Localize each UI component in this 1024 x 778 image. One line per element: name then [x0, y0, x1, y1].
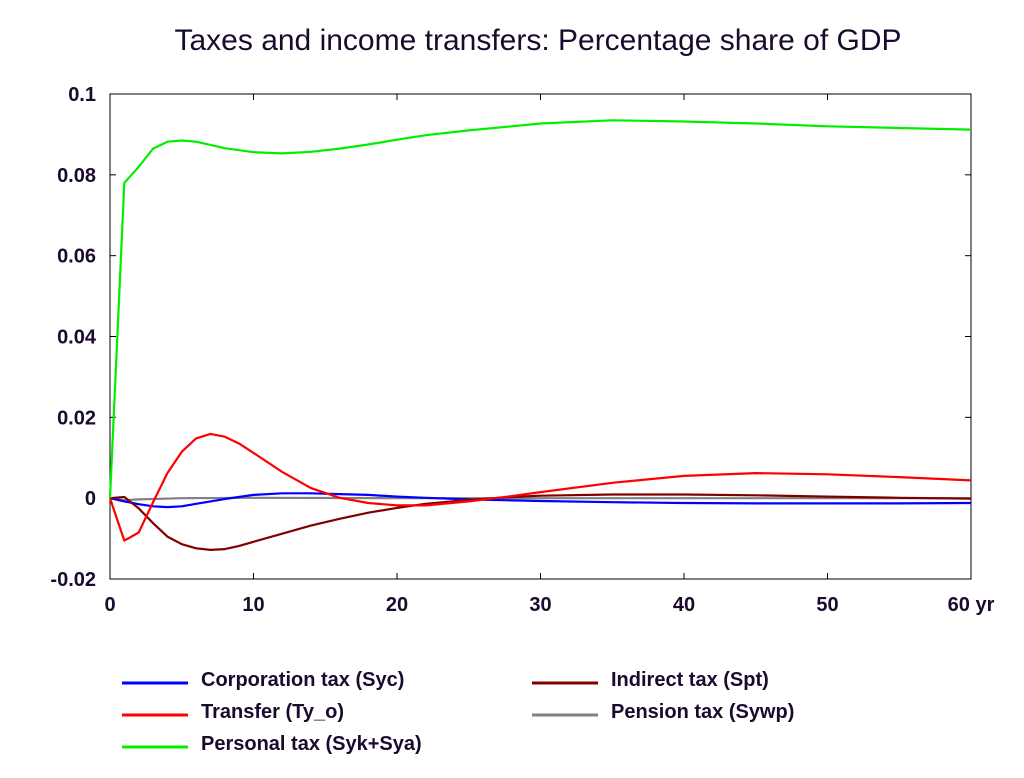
- series-line-1: [109, 493, 972, 552]
- y-tick-label: -0.02: [50, 569, 96, 591]
- y-tick-label: 0.02: [57, 407, 96, 429]
- plot-frame: [109, 93, 972, 580]
- legend-label: Corporation tax (Syc): [201, 669, 404, 691]
- legend: Corporation tax (Syc) Indirect tax (Spt) T…: [122, 669, 794, 755]
- x-axis: 0 10 20 30 40 50 60 yr: [104, 94, 995, 616]
- y-tick-label: 0.06: [57, 246, 96, 268]
- x-tick-label: 10: [242, 594, 264, 616]
- y-tick-label: 0.1: [68, 84, 96, 106]
- series-lines: [108, 119, 972, 552]
- y-tick-label: 0: [85, 488, 96, 510]
- x-tick-label: 30: [529, 594, 551, 616]
- series-line-4: [108, 119, 972, 499]
- legend-label: Transfer (Ty_o): [201, 701, 344, 723]
- series-line-2: [108, 432, 972, 542]
- x-tick-label: 40: [673, 594, 695, 616]
- x-tick-label: 0: [104, 594, 115, 616]
- legend-label: Indirect tax (Spt): [611, 669, 769, 691]
- y-axis: -0.02 0 0.02 0.04 0.06 0.08 0.1: [50, 84, 971, 591]
- y-tick-label: 0.08: [57, 165, 96, 187]
- legend-label: Pension tax (Sywp): [611, 701, 794, 723]
- x-tick-label: 50: [816, 594, 838, 616]
- y-tick-label: 0.04: [57, 327, 97, 349]
- legend-label: Personal tax (Syk+Sya): [201, 733, 422, 755]
- series-line-3: [109, 496, 971, 502]
- chart-title: Taxes and income transfers: Percentage s…: [174, 24, 901, 57]
- x-tick-label: 20: [386, 594, 408, 616]
- x-tick-label: 60 yr: [948, 594, 995, 616]
